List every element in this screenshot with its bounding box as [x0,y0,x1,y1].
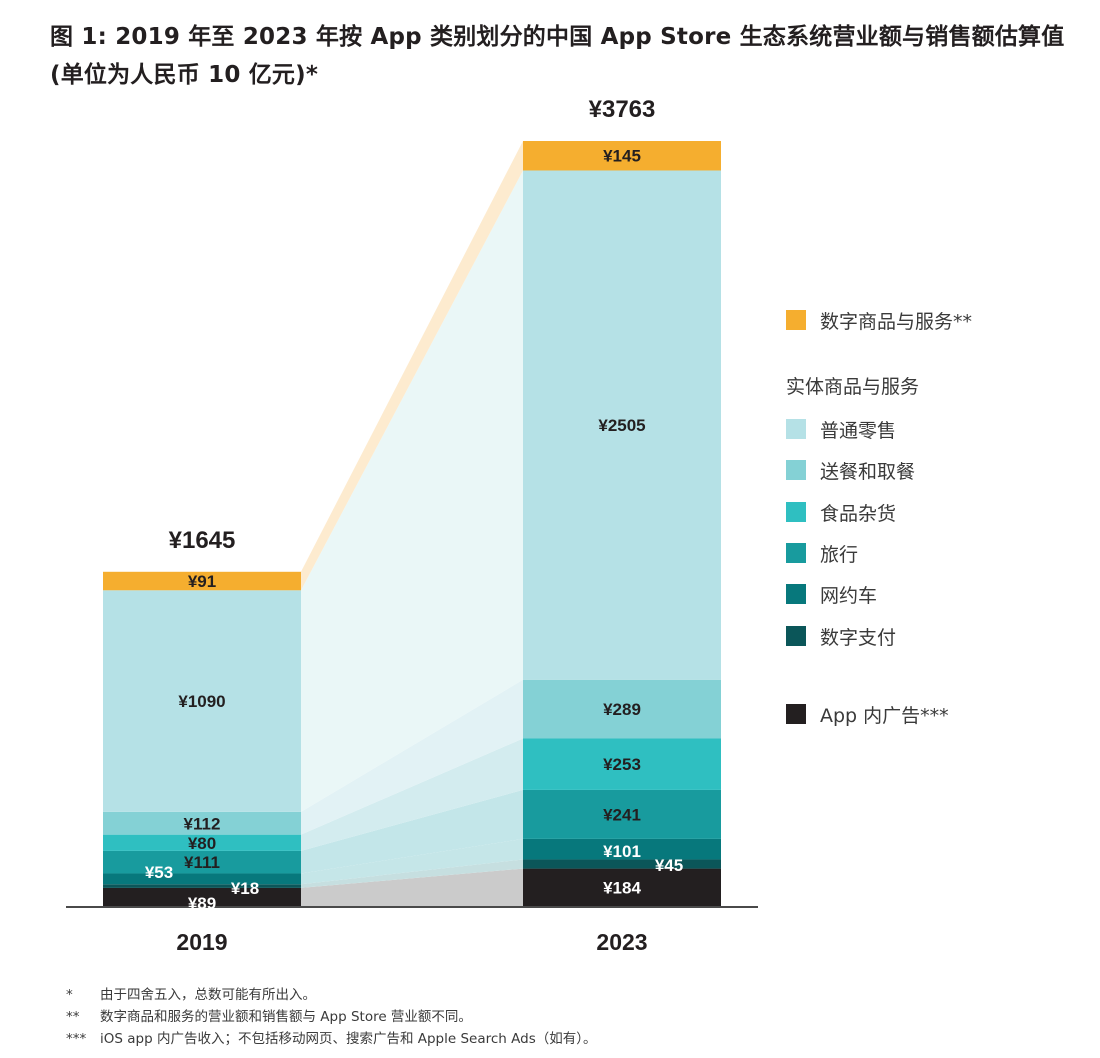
segment-value-label: ¥89 [188,894,216,913]
legend-swatch [786,460,806,480]
footnote: * 由于四舍五入，总数可能有所出入。 [66,984,596,1006]
x-tick-label: 2023 [596,929,647,955]
segment-value-label: ¥45 [655,856,683,875]
bar-labels: ¥89 ¥18 ¥53 ¥111¥80¥112 ¥1090 ¥91 ¥1645 ¥184 ¥45… [145,96,683,913]
segment-value-label: ¥1090 [178,692,225,711]
bar-segment [523,868,721,906]
segment-value-label: ¥53 [145,863,173,882]
segment-value-label: ¥2505 [598,416,645,435]
segment-value-label: ¥145 [603,147,641,166]
legend-swatch [786,584,806,604]
segment-value-label: ¥112 [184,814,221,833]
connector-band [301,868,523,906]
legend-label: 旅行 [820,544,859,566]
connector-bands [301,141,523,906]
legend-label: 食品杂货 [820,503,897,525]
footnote-text: 由于四舍五入，总数可能有所出入。 [100,987,316,1003]
total-label: ¥3763 [589,96,656,123]
footnote-mark: * [66,987,73,1003]
bars [103,141,721,906]
footnote-text: iOS app 内广告收入；不包括移动网页、搜索广告和 Apple Search… [100,1031,597,1047]
bar-segment [103,590,301,812]
legend-label: 数字支付 [820,627,897,649]
legend-label: 数字商品与服务** [820,311,973,333]
bar-segment [103,834,301,851]
bar-segment [103,873,301,885]
legend-label: App 内广告*** [820,705,949,727]
connector-band [301,141,523,591]
bar-segment [103,850,301,874]
segment-value-label: ¥111 [184,853,220,872]
segment-value-label: ¥253 [603,755,641,774]
legend-swatch [786,419,806,439]
connector-band [301,738,523,851]
footnote: *** iOS app 内广告收入；不包括移动网页、搜索广告和 Apple Se… [66,1028,596,1050]
segment-value-label: ¥241 [603,805,641,824]
segment-value-label: ¥101 [603,842,641,861]
legend-label: 送餐和取餐 [820,461,916,483]
bar-segment [523,838,721,860]
connector-band [301,170,523,812]
legend-label: 普通零售 [820,420,897,442]
segment-value-label: ¥184 [603,878,641,897]
bar-segment [103,811,301,835]
segment-value-label: ¥91 [188,572,216,591]
segment-value-label: ¥289 [603,700,641,719]
footnote: ** 数字商品和服务的营业额和销售额与 App Store 营业额不同。 [66,1006,596,1028]
bar-segment [103,571,301,591]
connector-band [301,859,523,888]
bar-segment [523,170,721,680]
x-axis-labels: 2019 2023 [176,929,647,955]
segment-value-label: ¥18 [231,879,259,898]
footnotes: * 由于四舍五入，总数可能有所出入。 ** 数字商品和服务的营业额和销售额与 A… [66,984,596,1050]
bar-segment [523,141,721,171]
bar-segment [523,679,721,739]
legend-swatch [786,704,806,724]
bar-segment [103,884,301,888]
connector-band [301,789,523,874]
legend-group-heading: 实体商品与服务 [786,376,920,398]
legend-swatch [786,626,806,646]
footnote-mark: *** [66,1031,87,1047]
footnote-text: 数字商品和服务的营业额和销售额与 App Store 营业额不同。 [100,1009,472,1025]
legend-swatch [786,543,806,563]
footnote-mark: ** [66,1009,80,1025]
total-label: ¥1645 [169,527,236,554]
bar-segment [523,789,721,839]
bar-segment [103,887,301,906]
connector-band [301,838,523,885]
bar-segment [523,738,721,790]
legend-label: 网约车 [820,585,878,607]
x-tick-label: 2019 [176,929,227,955]
legend-swatch [786,310,806,330]
connector-band [301,679,523,835]
chart-title: 图 1: 2019 年至 2023 年按 App 类别划分的中国 App Sto… [50,24,1065,88]
bar-segment [523,859,721,869]
segment-value-label: ¥80 [188,834,216,853]
legend-swatch [786,502,806,522]
